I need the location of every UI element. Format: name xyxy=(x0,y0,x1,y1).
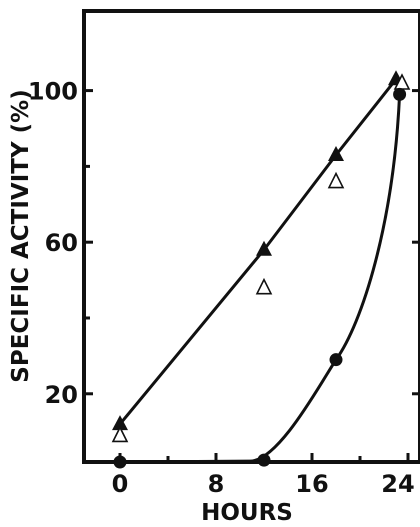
y-tick-label: 100 xyxy=(28,78,78,106)
series-lines xyxy=(118,78,402,464)
y-tick-label: 60 xyxy=(45,229,78,257)
x-tick-label: 0 xyxy=(112,470,129,498)
series-line-filled-circle xyxy=(118,92,402,464)
data-point-filled-circle xyxy=(329,353,343,367)
data-point-open-triangle xyxy=(111,425,129,443)
data-point-filled-triangle xyxy=(112,415,128,431)
x-tick-label: 8 xyxy=(208,470,225,498)
y-axis-title: SPECIFIC ACTIVITY (%) xyxy=(8,89,34,382)
x-tick-label: 16 xyxy=(295,470,328,498)
data-point-filled-circle xyxy=(393,87,407,101)
y-tick-label: 20 xyxy=(45,381,78,409)
data-point-filled-circle xyxy=(113,455,127,469)
x-tick-labels: 0 8 16 24 xyxy=(112,470,415,498)
y-tick-labels: 20 60 100 xyxy=(28,78,78,409)
plot-frame xyxy=(82,9,420,464)
data-point-filled-triangle xyxy=(328,146,344,162)
data-point-open-triangle xyxy=(327,171,345,189)
data-point-filled-circle xyxy=(257,453,271,467)
x-axis-title: HOURS xyxy=(201,500,293,526)
data-markers xyxy=(111,70,411,469)
x-tick-label: 24 xyxy=(381,470,414,498)
series-line-filled-triangle xyxy=(118,78,398,426)
data-point-open-triangle xyxy=(255,277,273,295)
data-point-filled-triangle xyxy=(256,240,272,256)
